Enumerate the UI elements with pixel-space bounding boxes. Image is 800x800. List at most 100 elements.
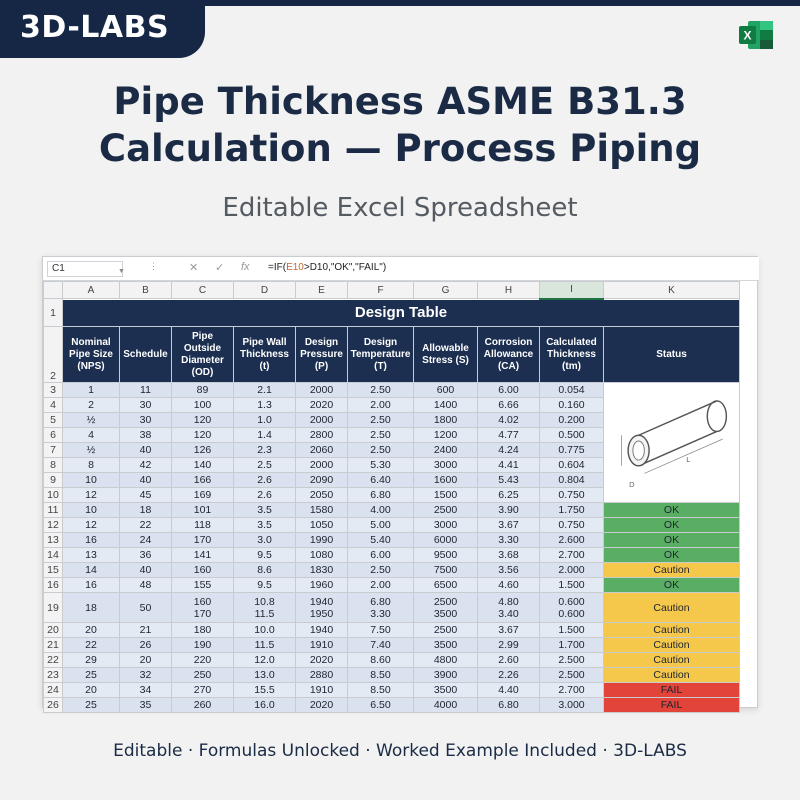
- row-number[interactable]: 7: [43, 442, 63, 458]
- table-cell[interactable]: 2.1: [233, 382, 296, 398]
- table-cell[interactable]: 1.750: [539, 502, 604, 518]
- table-cell[interactable]: 1200: [413, 427, 478, 443]
- table-cell[interactable]: 13.0: [233, 667, 296, 683]
- table-cell[interactable]: ½: [62, 442, 120, 458]
- table-cell[interactable]: 1830: [295, 562, 348, 578]
- table-cell[interactable]: 2.50: [347, 562, 414, 578]
- table-cell[interactable]: 3.90: [477, 502, 540, 518]
- table-cell[interactable]: 34: [119, 682, 172, 698]
- table-cell[interactable]: 1940: [295, 622, 348, 638]
- row-number[interactable]: 22: [43, 652, 63, 668]
- row-number[interactable]: 16: [43, 577, 63, 593]
- table-cell[interactable]: 2400: [413, 442, 478, 458]
- row-number[interactable]: 14: [43, 547, 63, 563]
- table-cell[interactable]: 3.56: [477, 562, 540, 578]
- table-cell[interactable]: 4.77: [477, 427, 540, 443]
- table-cell[interactable]: 20: [62, 622, 120, 638]
- table-cell[interactable]: 6.00: [477, 382, 540, 398]
- table-cell[interactable]: 4.00: [347, 502, 414, 518]
- table-cell[interactable]: 3900: [413, 667, 478, 683]
- status-badge[interactable]: OK: [603, 502, 740, 518]
- table-cell[interactable]: 10: [62, 472, 120, 488]
- table-cell[interactable]: 3.67: [477, 622, 540, 638]
- table-cell[interactable]: 7.50: [347, 622, 414, 638]
- table-cell[interactable]: 155: [171, 577, 234, 593]
- table-cell[interactable]: 38: [119, 427, 172, 443]
- table-cell[interactable]: 1960: [295, 577, 348, 593]
- table-cell[interactable]: 1940 1950: [295, 592, 348, 623]
- table-cell[interactable]: 169: [171, 487, 234, 503]
- column-header-g[interactable]: G: [413, 281, 478, 299]
- table-cell[interactable]: 4: [62, 427, 120, 443]
- table-cell[interactable]: 0.750: [539, 487, 604, 503]
- table-cell[interactable]: 32: [119, 667, 172, 683]
- table-cell[interactable]: 50: [119, 592, 172, 623]
- table-cell[interactable]: 120: [171, 412, 234, 428]
- row-number[interactable]: 10: [43, 487, 63, 503]
- formula-input[interactable]: =IF(E10>D10,"OK","FAIL"): [268, 262, 386, 273]
- table-cell[interactable]: 9.5: [233, 547, 296, 563]
- row-number[interactable]: 4: [43, 397, 63, 413]
- table-cell[interactable]: 36: [119, 547, 172, 563]
- table-cell[interactable]: 2.500: [539, 652, 604, 668]
- row-number[interactable]: 2: [43, 326, 63, 383]
- table-cell[interactable]: 5.00: [347, 517, 414, 533]
- table-cell[interactable]: 4.80 3.40: [477, 592, 540, 623]
- table-cell[interactable]: 6.80 3.30: [347, 592, 414, 623]
- table-cell[interactable]: 7.40: [347, 637, 414, 653]
- table-cell[interactable]: 2500 3500: [413, 592, 478, 623]
- table-cell[interactable]: 4.40: [477, 682, 540, 698]
- table-cell[interactable]: 1: [62, 382, 120, 398]
- table-cell[interactable]: 22: [62, 637, 120, 653]
- table-cell[interactable]: 0.054: [539, 382, 604, 398]
- table-cell[interactable]: 3.5: [233, 517, 296, 533]
- table-cell[interactable]: 20: [62, 682, 120, 698]
- table-cell[interactable]: 22: [119, 517, 172, 533]
- table-cell[interactable]: 2020: [295, 697, 348, 713]
- table-cell[interactable]: 2.700: [539, 547, 604, 563]
- table-cell[interactable]: 2500: [413, 502, 478, 518]
- table-cell[interactable]: 5.40: [347, 532, 414, 548]
- table-cell[interactable]: 12: [62, 487, 120, 503]
- column-header-i[interactable]: I: [539, 281, 604, 300]
- table-cell[interactable]: 8: [62, 457, 120, 473]
- table-cell[interactable]: 4.24: [477, 442, 540, 458]
- table-cell[interactable]: 24: [119, 532, 172, 548]
- status-badge[interactable]: Caution: [603, 667, 740, 683]
- table-cell[interactable]: 2.60: [477, 652, 540, 668]
- table-cell[interactable]: 270: [171, 682, 234, 698]
- table-cell[interactable]: 6000: [413, 532, 478, 548]
- table-cell[interactable]: 3.30: [477, 532, 540, 548]
- table-cell[interactable]: 9500: [413, 547, 478, 563]
- table-cell[interactable]: 0.804: [539, 472, 604, 488]
- table-cell[interactable]: 4800: [413, 652, 478, 668]
- row-number[interactable]: 11: [43, 502, 63, 518]
- row-number[interactable]: 3: [43, 382, 63, 398]
- table-cell[interactable]: 2.50: [347, 382, 414, 398]
- table-cell[interactable]: 1580: [295, 502, 348, 518]
- name-box[interactable]: C1 ▼: [47, 261, 125, 277]
- table-cell[interactable]: 2000: [295, 382, 348, 398]
- table-cell[interactable]: 6.40: [347, 472, 414, 488]
- table-cell[interactable]: 3.5: [233, 502, 296, 518]
- column-header-e[interactable]: E: [295, 281, 348, 299]
- table-cell[interactable]: 140: [171, 457, 234, 473]
- table-cell[interactable]: 12.0: [233, 652, 296, 668]
- table-cell[interactable]: 30: [119, 397, 172, 413]
- table-cell[interactable]: 4.02: [477, 412, 540, 428]
- table-cell[interactable]: 10.8 11.5: [233, 592, 296, 623]
- cancel-icon[interactable]: ✕: [189, 262, 199, 274]
- table-cell[interactable]: 1800: [413, 412, 478, 428]
- table-cell[interactable]: 0.604: [539, 457, 604, 473]
- row-number[interactable]: 24: [43, 682, 63, 698]
- table-cell[interactable]: 4.60: [477, 577, 540, 593]
- table-cell[interactable]: 190: [171, 637, 234, 653]
- table-cell[interactable]: 2.3: [233, 442, 296, 458]
- column-header-h[interactable]: H: [477, 281, 540, 299]
- table-cell[interactable]: 18: [62, 592, 120, 623]
- table-cell[interactable]: 5.43: [477, 472, 540, 488]
- status-badge[interactable]: OK: [603, 517, 740, 533]
- column-header-d[interactable]: D: [233, 281, 296, 299]
- table-cell[interactable]: 8.50: [347, 682, 414, 698]
- table-cell[interactable]: 3500: [413, 637, 478, 653]
